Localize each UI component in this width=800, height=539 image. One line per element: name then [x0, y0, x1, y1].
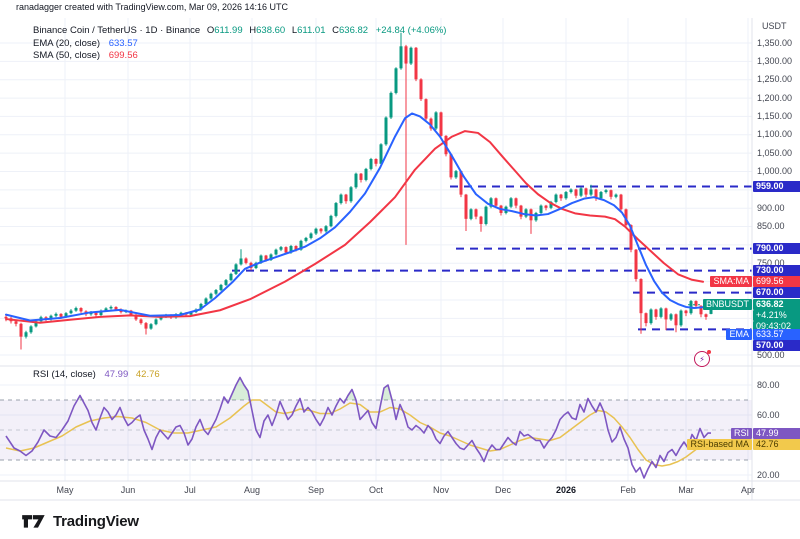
rsi-tick: 20.00 — [757, 469, 780, 480]
rsi-overbought-fill — [229, 377, 250, 400]
rsi-ma-indicator-value: 42.76 — [135, 369, 160, 380]
price-tick: 1,150.00 — [757, 110, 793, 121]
tradingview-logo[interactable]: TradingView — [20, 511, 139, 531]
level-price-tag[interactable]: 959.00 — [753, 181, 800, 193]
flash-alert-icon[interactable]: ⚡ — [694, 350, 711, 367]
level-price-tag[interactable]: 730.00 — [753, 265, 800, 277]
rsi-value-tag[interactable]: 47.99 — [753, 427, 800, 439]
level-price-tag[interactable]: 570.00 — [753, 340, 800, 351]
rsi-indicator-value: 47.99 — [104, 369, 129, 380]
legend-ema-row[interactable]: EMA (20, close) 633.57 — [33, 38, 446, 51]
sma-indicator-label: SMA (50, close) — [33, 50, 101, 61]
tradingview-logo-text: TradingView — [53, 512, 139, 530]
time-tick: Sep — [307, 485, 324, 495]
price-tick: 1,000.00 — [757, 165, 793, 176]
close-label: C — [332, 25, 339, 36]
low-value: 611.01 — [297, 25, 326, 36]
time-tick: Feb — [620, 485, 636, 495]
time-tick: Aug — [243, 485, 260, 495]
rsi-ma-line — [5, 399, 712, 467]
ema-indicator-label: EMA (20, close) — [33, 37, 101, 49]
level-price-tag[interactable]: 670.00 — [753, 287, 800, 299]
time-tick: 2026 — [555, 485, 577, 495]
rsi-ma-value-tag[interactable]: 42.76 — [753, 438, 800, 450]
rsi-line — [5, 376, 712, 479]
price-tick: 1,250.00 — [757, 74, 793, 85]
rsi-name-tag: RSI — [730, 427, 752, 439]
price-tick: 1,200.00 — [757, 92, 793, 103]
sma-name-tag: SMA:MA — [710, 276, 752, 288]
rsi-overbought-fill — [345, 389, 356, 400]
high-label: H — [249, 25, 257, 36]
rsi-legend[interactable]: RSI (14, close) 47.99 42.76 — [33, 369, 160, 380]
time-tick: Apr — [740, 485, 755, 495]
rsi-tick: 80.00 — [757, 379, 780, 390]
open-label: O — [206, 25, 215, 36]
price-tick: 1,050.00 — [757, 147, 793, 158]
axis-currency-label: USDT — [762, 21, 787, 31]
candles-series — [4, 32, 713, 350]
rsi-indicator-label: RSI (14, close) — [33, 369, 96, 380]
price-tick: 500.00 — [757, 349, 785, 360]
tradingview-logo-mark — [22, 515, 45, 528]
sma-indicator-value: 699.56 — [108, 50, 138, 61]
high-value: 638.60 — [256, 25, 286, 36]
price-tick: 1,100.00 — [757, 129, 793, 140]
last-price-tag[interactable]: 636.82 — [753, 299, 800, 311]
chart-canvas[interactable] — [0, 0, 800, 505]
symbol-name: Binance Coin / TetherUS · 1D · Binance — [33, 25, 201, 36]
countdown-tag: 09:43:02 — [753, 321, 800, 333]
price-tick: 750.00 — [757, 257, 785, 268]
symbol-name-tag: BNBUSDT — [702, 299, 752, 311]
time-tick: May — [56, 485, 74, 495]
time-tick: Dec — [494, 485, 511, 495]
time-tick: Jul — [184, 485, 196, 495]
ema-name-tag: EMA — [726, 329, 752, 340]
legend-symbol-row[interactable]: Binance Coin / TetherUS · 1D · Binance O… — [33, 25, 446, 38]
ema-indicator-value: 633.57 — [108, 37, 138, 49]
price-tick: 850.00 — [757, 221, 785, 232]
price-tick: 1,350.00 — [757, 37, 793, 48]
ema-line — [5, 112, 711, 322]
price-tick: 900.00 — [757, 202, 785, 213]
lightning-icon: ⚡ — [699, 354, 705, 364]
low-label: L — [291, 25, 298, 36]
time-tick: Oct — [368, 485, 383, 495]
time-tick: Mar — [678, 485, 694, 495]
legend-sma-row[interactable]: SMA (50, close) 699.56 — [33, 50, 446, 63]
sma-line — [5, 130, 704, 324]
price-tick: 1,300.00 — [757, 55, 793, 66]
open-value: 611.99 — [214, 25, 243, 36]
last-change-tag: +4.21% — [753, 310, 800, 322]
time-tick: Nov — [432, 485, 449, 495]
level-price-tag[interactable]: 790.00 — [753, 243, 800, 255]
notification-dot — [707, 350, 711, 354]
close-value: 636.82 — [339, 25, 369, 36]
ema-price-tag[interactable]: 633.57 — [753, 329, 800, 340]
symbol-legend[interactable]: Binance Coin / TetherUS · 1D · Binance O… — [33, 25, 446, 63]
sma-price-tag[interactable]: 699.56 — [753, 276, 800, 288]
time-tick: Jun — [120, 485, 136, 495]
rsi-tick: 60.00 — [757, 409, 780, 420]
rsi-ma-name-tag: RSI-based MA — [687, 438, 752, 450]
change-value: +24.84 (+4.06%) — [375, 25, 447, 36]
watermark-attribution: ranadagger created with TradingView.com,… — [16, 2, 288, 12]
